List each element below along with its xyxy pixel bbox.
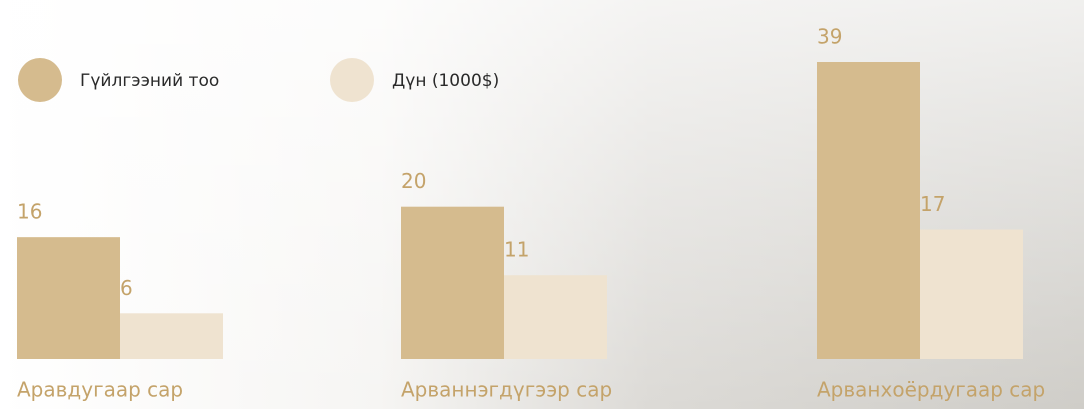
bar (17, 237, 120, 359)
category-label: Арваннэгдүгээр сар (401, 378, 612, 402)
legend-label: Дүн (1000$) (392, 71, 499, 91)
value-label: 20 (401, 169, 426, 193)
bar (120, 313, 223, 359)
category-label: Аравдугаар сар (17, 378, 183, 402)
value-label: 11 (504, 238, 529, 262)
value-label: 17 (920, 192, 945, 216)
bar (817, 62, 920, 359)
bar (920, 229, 1023, 359)
value-label: 16 (17, 200, 42, 224)
bar (504, 275, 607, 359)
legend-swatch (330, 58, 374, 102)
legend-swatch (18, 58, 62, 102)
legend-label: Гүйлгээний тоо (80, 71, 219, 91)
value-label: 6 (120, 276, 133, 300)
value-label: 39 (817, 25, 842, 49)
bar (401, 206, 504, 359)
category-label: Арванхоёрдугаар сар (817, 378, 1045, 402)
